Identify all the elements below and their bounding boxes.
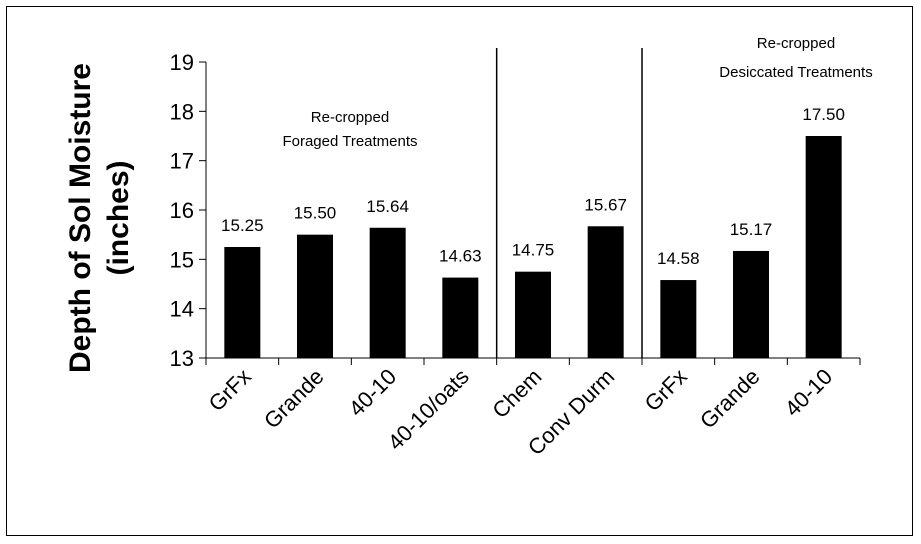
y-tick-label: 15 xyxy=(170,247,194,272)
data-label: 14.58 xyxy=(657,249,700,268)
y-axis-title: (inches) xyxy=(102,160,135,275)
x-category-label: Grande xyxy=(695,364,765,434)
y-tick-label: 19 xyxy=(170,50,194,75)
data-label: 15.17 xyxy=(730,220,773,239)
bar xyxy=(297,234,333,358)
bar xyxy=(660,280,697,358)
bar xyxy=(224,247,261,358)
group-annotation: Desiccated Treatments xyxy=(719,64,872,81)
data-label: 14.63 xyxy=(439,247,482,266)
group-annotation: Re-cropped xyxy=(311,109,389,126)
y-tick-label: 18 xyxy=(170,99,194,124)
y-tick-label: 16 xyxy=(170,198,194,223)
group-annotation: Foraged Treatments xyxy=(282,133,417,150)
x-category-label: 40-10 xyxy=(344,364,401,421)
x-category-label: 40-10 xyxy=(780,364,837,421)
group-annotation: Re-cropped xyxy=(757,35,835,52)
x-category-label: GrFx xyxy=(204,364,256,416)
x-category-label: Chem xyxy=(487,364,546,423)
x-category-label: GrFx xyxy=(640,364,692,416)
data-label: 15.50 xyxy=(294,204,337,223)
y-tick-label: 14 xyxy=(170,297,194,322)
data-label: 14.75 xyxy=(512,241,555,260)
data-label: 15.67 xyxy=(584,195,627,214)
data-label: 15.64 xyxy=(366,197,409,216)
x-category-label: Grande xyxy=(259,364,329,434)
bar xyxy=(442,277,479,358)
data-label: 15.25 xyxy=(221,216,264,235)
bar xyxy=(733,250,769,358)
data-label: 17.50 xyxy=(802,105,845,124)
bar xyxy=(805,136,842,358)
bar xyxy=(369,227,406,358)
y-tick-label: 13 xyxy=(170,346,194,371)
bar xyxy=(587,226,624,358)
y-axis-title: Depth of Sol Moisture xyxy=(64,63,97,373)
y-tick-label: 17 xyxy=(170,149,194,174)
bar xyxy=(515,271,551,358)
